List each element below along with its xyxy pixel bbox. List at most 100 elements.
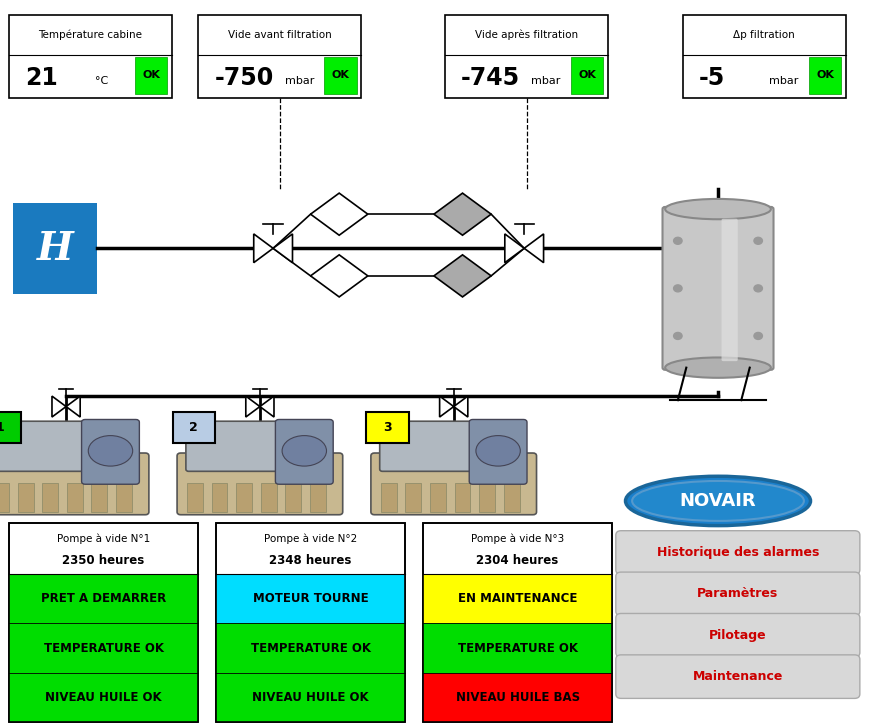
Text: Vide après filtration: Vide après filtration bbox=[475, 30, 578, 40]
Bar bbox=[92, 484, 107, 512]
FancyBboxPatch shape bbox=[0, 421, 85, 471]
Text: 1: 1 bbox=[0, 421, 4, 434]
FancyBboxPatch shape bbox=[216, 574, 405, 623]
Text: 3: 3 bbox=[383, 421, 392, 434]
FancyBboxPatch shape bbox=[380, 421, 472, 471]
FancyBboxPatch shape bbox=[663, 207, 774, 370]
Bar bbox=[116, 484, 132, 512]
Polygon shape bbox=[434, 193, 492, 235]
FancyBboxPatch shape bbox=[616, 655, 860, 698]
FancyBboxPatch shape bbox=[616, 572, 860, 616]
Polygon shape bbox=[246, 396, 260, 417]
Text: Pompe à vide N°2: Pompe à vide N°2 bbox=[264, 534, 357, 544]
Text: -750: -750 bbox=[214, 65, 274, 89]
Bar bbox=[405, 484, 421, 512]
Bar bbox=[310, 484, 326, 512]
Circle shape bbox=[674, 333, 682, 340]
Text: Paramètres: Paramètres bbox=[697, 587, 779, 600]
Text: Historique des alarmes: Historique des alarmes bbox=[656, 546, 819, 559]
Polygon shape bbox=[524, 234, 544, 263]
FancyBboxPatch shape bbox=[9, 523, 198, 722]
Polygon shape bbox=[434, 255, 492, 297]
Text: OK: OK bbox=[578, 70, 596, 81]
FancyBboxPatch shape bbox=[809, 57, 841, 94]
Polygon shape bbox=[254, 234, 273, 263]
FancyBboxPatch shape bbox=[135, 57, 167, 94]
FancyBboxPatch shape bbox=[0, 412, 21, 443]
Text: Pompe à vide N°3: Pompe à vide N°3 bbox=[471, 534, 564, 544]
Text: 2304 heures: 2304 heures bbox=[477, 555, 559, 568]
Text: mbar: mbar bbox=[769, 76, 798, 86]
Text: °C: °C bbox=[95, 76, 108, 86]
Polygon shape bbox=[454, 396, 468, 417]
FancyBboxPatch shape bbox=[9, 574, 198, 623]
Text: NIVEAU HUILE BAS: NIVEAU HUILE BAS bbox=[455, 691, 580, 704]
Text: OK: OK bbox=[816, 70, 834, 81]
Text: Δp filtration: Δp filtration bbox=[733, 30, 796, 40]
FancyBboxPatch shape bbox=[13, 203, 97, 294]
FancyBboxPatch shape bbox=[470, 420, 527, 484]
Text: 2350 heures: 2350 heures bbox=[63, 555, 144, 568]
Text: -745: -745 bbox=[462, 65, 521, 89]
FancyBboxPatch shape bbox=[616, 531, 860, 574]
Bar bbox=[42, 484, 58, 512]
Bar bbox=[504, 484, 520, 512]
FancyBboxPatch shape bbox=[722, 219, 737, 361]
Polygon shape bbox=[260, 396, 274, 417]
FancyBboxPatch shape bbox=[423, 623, 612, 673]
FancyBboxPatch shape bbox=[9, 673, 198, 722]
Ellipse shape bbox=[665, 357, 771, 378]
Polygon shape bbox=[310, 255, 368, 297]
Text: Pilotage: Pilotage bbox=[709, 629, 766, 642]
Text: -5: -5 bbox=[700, 65, 725, 89]
Circle shape bbox=[674, 285, 682, 292]
FancyBboxPatch shape bbox=[9, 623, 198, 673]
Text: NIVEAU HUILE OK: NIVEAU HUILE OK bbox=[45, 691, 162, 704]
Text: TEMPERATURE OK: TEMPERATURE OK bbox=[250, 642, 371, 655]
Text: NIVEAU HUILE OK: NIVEAU HUILE OK bbox=[252, 691, 369, 704]
Bar bbox=[430, 484, 446, 512]
FancyBboxPatch shape bbox=[0, 453, 149, 515]
Circle shape bbox=[754, 285, 762, 292]
FancyBboxPatch shape bbox=[423, 523, 612, 722]
Bar bbox=[0, 484, 9, 512]
Text: 2348 heures: 2348 heures bbox=[270, 555, 352, 568]
Text: PRET A DEMARRER: PRET A DEMARRER bbox=[41, 592, 167, 605]
Text: Maintenance: Maintenance bbox=[692, 670, 783, 683]
Text: 21: 21 bbox=[25, 65, 58, 89]
Polygon shape bbox=[52, 396, 66, 417]
Bar bbox=[67, 484, 83, 512]
Bar bbox=[236, 484, 252, 512]
FancyBboxPatch shape bbox=[445, 15, 608, 98]
Text: 2: 2 bbox=[189, 421, 198, 434]
Bar bbox=[455, 484, 470, 512]
Polygon shape bbox=[310, 193, 368, 235]
Circle shape bbox=[754, 237, 762, 244]
FancyBboxPatch shape bbox=[276, 420, 333, 484]
FancyBboxPatch shape bbox=[423, 574, 612, 623]
Bar bbox=[479, 484, 495, 512]
Text: Température cabine: Température cabine bbox=[38, 30, 143, 40]
Bar bbox=[18, 484, 33, 512]
Ellipse shape bbox=[626, 476, 811, 526]
Ellipse shape bbox=[665, 199, 771, 219]
Text: OK: OK bbox=[142, 70, 160, 81]
FancyBboxPatch shape bbox=[198, 15, 361, 98]
Text: mbar: mbar bbox=[285, 76, 314, 86]
FancyBboxPatch shape bbox=[324, 57, 357, 94]
Bar bbox=[381, 484, 396, 512]
Polygon shape bbox=[440, 396, 454, 417]
FancyBboxPatch shape bbox=[371, 453, 537, 515]
Polygon shape bbox=[273, 234, 292, 263]
FancyBboxPatch shape bbox=[82, 420, 139, 484]
Text: Vide avant filtration: Vide avant filtration bbox=[228, 30, 331, 40]
Text: OK: OK bbox=[331, 70, 350, 81]
FancyBboxPatch shape bbox=[683, 15, 846, 98]
Polygon shape bbox=[66, 396, 80, 417]
Text: Pompe à vide N°1: Pompe à vide N°1 bbox=[57, 534, 150, 544]
Text: TEMPERATURE OK: TEMPERATURE OK bbox=[43, 642, 164, 655]
FancyBboxPatch shape bbox=[616, 613, 860, 657]
FancyBboxPatch shape bbox=[9, 15, 172, 98]
Polygon shape bbox=[505, 234, 524, 263]
FancyBboxPatch shape bbox=[216, 523, 405, 722]
